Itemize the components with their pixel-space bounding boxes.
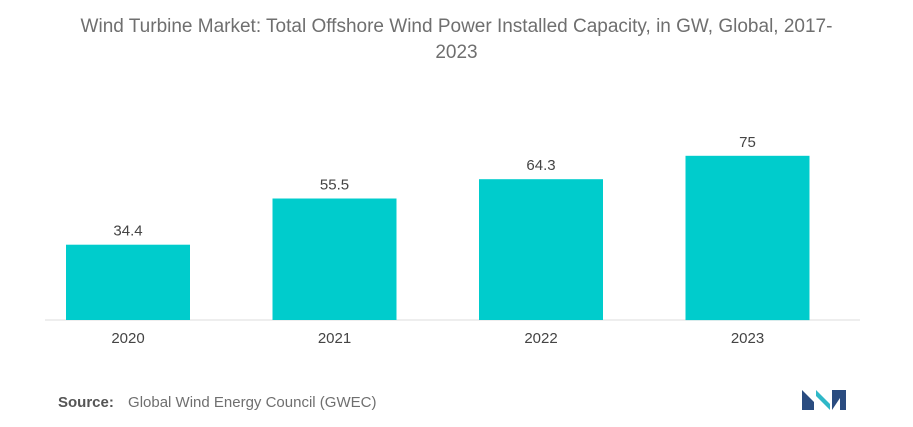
data-label-2023: 75: [739, 134, 756, 151]
chart-title-line-1: Wind Turbine Market: Total Offshore Wind…: [80, 16, 833, 37]
source-label: Source:: [58, 394, 114, 411]
logo-right-shape: [832, 390, 846, 410]
source-text: Global Wind Energy Council (GWEC): [128, 394, 377, 411]
logo-left-shape: [802, 390, 814, 410]
bar-2021: [272, 198, 397, 320]
data-label-2020: 34.4: [113, 223, 142, 240]
data-label-2021: 55.5: [320, 177, 349, 194]
x-tick-label-2021: 2021: [318, 330, 351, 347]
logo-middle-shape: [816, 390, 830, 410]
mordor-intelligence-logo-icon: [802, 390, 846, 410]
bars-layer: 34.4 2020 55.5 2021 64.3 2022 75 2023: [66, 134, 810, 347]
bar-chart: 34.4 2020 55.5 2021 64.3 2022 75 2023: [45, 134, 860, 347]
chart-title-line-2: 2023: [435, 42, 478, 63]
bar-2022: [479, 179, 603, 320]
bar-2023: [685, 155, 810, 321]
data-label-2022: 64.3: [526, 157, 555, 174]
x-tick-label-2022: 2022: [524, 330, 557, 347]
chart-title: Wind Turbine Market: Total Offshore Wind…: [0, 14, 913, 66]
bar-2020: [66, 244, 190, 320]
x-tick-label-2023: 2023: [731, 330, 764, 347]
source-note: Source: Global Wind Energy Council (GWEC…: [58, 394, 376, 411]
x-tick-label-2020: 2020: [111, 330, 144, 347]
